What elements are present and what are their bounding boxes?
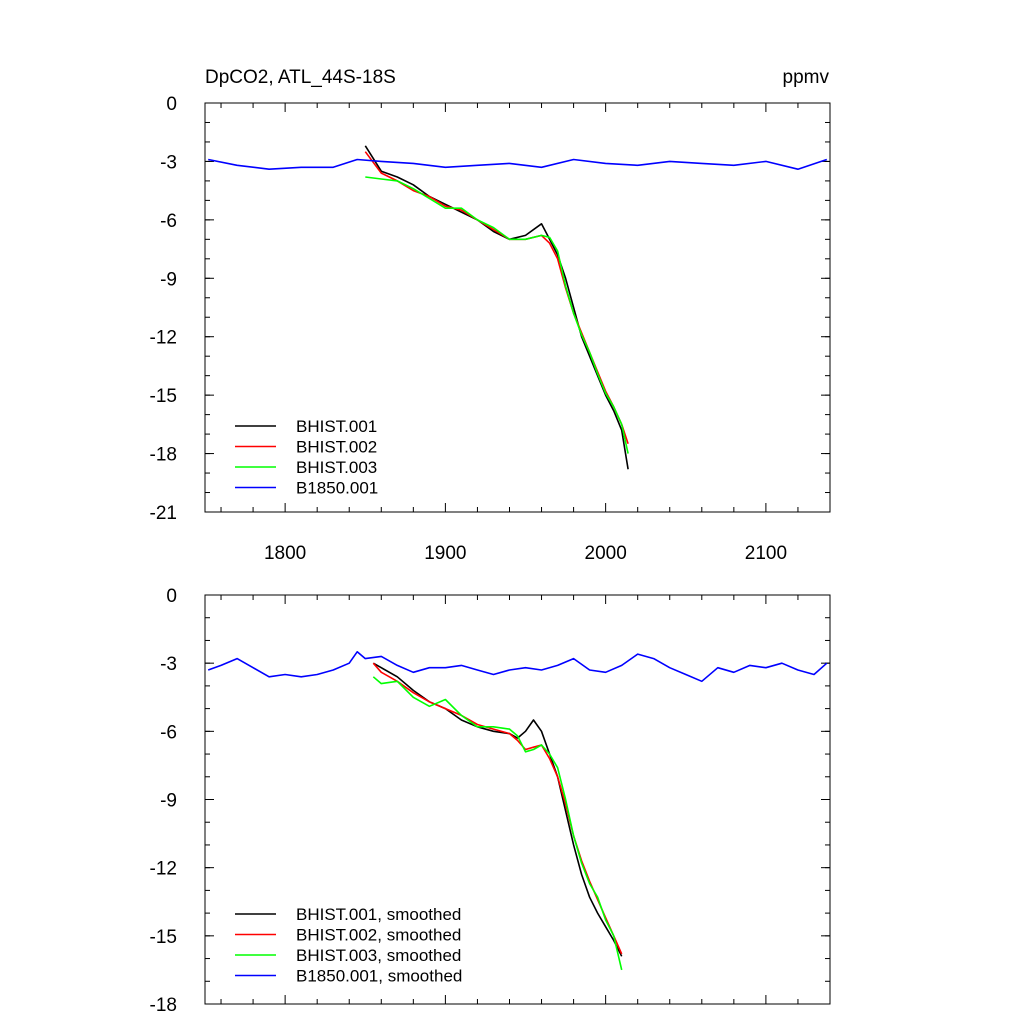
top-ytick-label: -12: [150, 328, 177, 349]
top-legend-label-4: B1850.001: [296, 479, 378, 498]
bottom-ytick-label: -6: [160, 722, 177, 743]
bottom-legend: BHIST.001, smoothed BHIST.002, smoothedBH…: [235, 905, 462, 986]
top-units: ppmv: [783, 67, 830, 88]
bottom-axes: 0 -3 -6 -9 -12 -15 -18: [150, 586, 831, 1016]
top-xtick-label: 2100: [745, 543, 787, 564]
top-panel: DpCO2, ATL_44S-18S ppmv 0 -3 -6 -9 -12 -15 -18…: [150, 67, 831, 564]
top-xtick-label: 1800: [264, 543, 306, 564]
top-title: DpCO2, ATL_44S-18S: [205, 67, 396, 88]
bottom-legend-label-3: BHIST.003, smoothed: [296, 946, 461, 965]
top-ytick-label: 0: [166, 94, 177, 115]
top-series-line-1: [364, 145, 629, 470]
bottom-ytick-label: -18: [150, 995, 177, 1016]
top-ytick-label: -6: [160, 211, 177, 232]
top-axes: 0 -3 -6 -9 -12 -15 -18 -21 1800 1900 2000 2100: [150, 94, 831, 564]
top-ytick-label: -15: [150, 386, 177, 407]
bottom-ytick-label: -3: [160, 654, 177, 675]
bottom-series-line-3: [372, 676, 623, 971]
top-ytick-label: -21: [150, 503, 177, 524]
bottom-panel: 0-3-6-9-12-15-18 BHIST.001, smoothedBHIS…: [150, 586, 831, 1016]
top-legend-label-1: BHIST.001: [296, 417, 377, 436]
bottom-ytick-label: 0: [166, 586, 177, 607]
bottom-ytick-label: -12: [150, 859, 177, 880]
top-series-line-2: [364, 151, 629, 445]
top-ytick-label: -9: [160, 269, 177, 290]
top-xtick-label: 2000: [585, 543, 627, 564]
top-ytick-label: -18: [150, 445, 177, 466]
bottom-legend-label-4: B1850.001, smoothed: [296, 967, 462, 986]
bottom-ytick-label: -15: [150, 927, 177, 948]
top-plot-frame: [204, 102, 831, 513]
bottom-legend-label-2: BHIST.002, smoothed: [296, 926, 461, 945]
top-legend-label-3: BHIST.003: [296, 458, 377, 477]
bottom-legend-label-1: BHIST.001, smoothed: [296, 905, 461, 924]
bottom-plot-frame: [204, 594, 831, 1005]
top-ytick-label: -3: [160, 152, 177, 173]
bottom-ytick-label: -9: [160, 791, 177, 812]
top-series-line-4: [208, 158, 828, 170]
bottom-series-group: [207, 650, 828, 971]
bottom-series-line-4: [207, 650, 828, 683]
top-series-line-3: [365, 176, 629, 454]
top-legend-label-2: BHIST.002: [296, 438, 377, 457]
top-series-group: [208, 145, 828, 470]
top-xtick-label: 1900: [424, 543, 466, 564]
